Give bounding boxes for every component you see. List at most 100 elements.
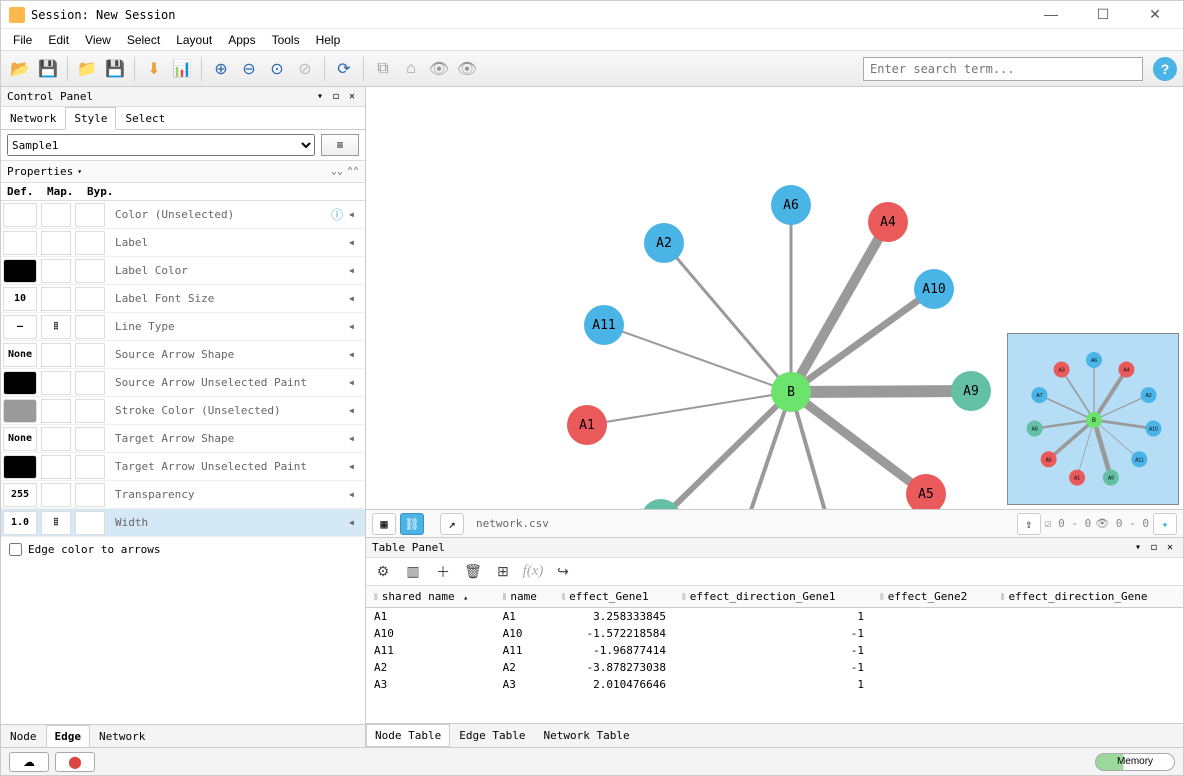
table-close-icon[interactable]: ✕ — [1163, 541, 1177, 555]
detach-icon[interactable]: ↗ — [440, 513, 464, 535]
property-row[interactable]: Label Color◀ — [1, 257, 365, 285]
svg-text:A11: A11 — [592, 318, 615, 333]
property-row[interactable]: 255Transparency◀ — [1, 481, 365, 509]
property-row[interactable]: NoneSource Arrow Shape◀ — [1, 341, 365, 369]
svg-text:A6: A6 — [783, 198, 799, 213]
table-row[interactable]: A11A11-1.96877414-1 — [366, 642, 1183, 659]
subtab-node[interactable]: Node — [1, 725, 46, 747]
tab-select[interactable]: Select — [116, 107, 174, 130]
table-float-icon[interactable]: ◻ — [1147, 541, 1161, 555]
svg-text:A10: A10 — [922, 282, 945, 297]
grid-view-icon[interactable]: ▦ — [372, 513, 396, 535]
table-tab[interactable]: Network Table — [534, 724, 638, 747]
collapse-all-icon[interactable]: ⌃⌃ — [347, 166, 359, 177]
table-header[interactable]: ⫴effect_direction_Gene — [993, 586, 1183, 608]
table-tabs: Node TableEdge TableNetwork Table — [366, 723, 1183, 747]
tab-style[interactable]: Style — [65, 107, 116, 130]
zoom-fit-icon[interactable]: ⊙ — [264, 56, 290, 82]
menu-tools[interactable]: Tools — [264, 31, 308, 49]
svg-text:A10: A10 — [1149, 427, 1158, 433]
maximize-button[interactable]: ☐ — [1083, 6, 1123, 23]
close-button[interactable]: ✕ — [1135, 6, 1175, 23]
menu-select[interactable]: Select — [119, 31, 168, 49]
help-button[interactable]: ? — [1153, 57, 1177, 81]
settings-icon[interactable]: ⚙ — [372, 561, 394, 583]
svg-text:B: B — [1092, 418, 1096, 424]
toggle-icon[interactable]: ⊞ — [492, 561, 514, 583]
style-menu-button[interactable]: ≡ — [321, 134, 359, 156]
import-table-icon[interactable]: ⬇ — [141, 56, 167, 82]
menu-apps[interactable]: Apps — [220, 31, 263, 49]
table-header[interactable]: ⫴name — [495, 586, 554, 608]
property-row[interactable]: 10Label Font Size◀ — [1, 285, 365, 313]
menu-view[interactable]: View — [77, 31, 119, 49]
property-row[interactable]: —⦙⦙Line Type◀ — [1, 313, 365, 341]
control-panel: Control Panel ▾ ◻ ✕ NetworkStyleSelect S… — [1, 87, 366, 747]
add-icon[interactable]: ＋ — [432, 561, 454, 583]
always-show-icon[interactable]: ✦ — [1153, 513, 1177, 535]
style-selector[interactable]: Sample1 — [7, 134, 315, 156]
table-header[interactable]: ⫴effect_direction_Gene1 — [674, 586, 872, 608]
export-image-icon[interactable]: ⇪ — [1017, 513, 1041, 535]
cloud-button[interactable]: ☁ — [9, 752, 49, 772]
hide-icon[interactable]: 👁 — [426, 56, 452, 82]
property-row[interactable]: Label◀ — [1, 229, 365, 257]
col-def: Def. — [7, 185, 47, 198]
menu-layout[interactable]: Layout — [168, 31, 220, 49]
open-session-icon[interactable]: 📂 — [7, 56, 33, 82]
table-dropdown-icon[interactable]: ▾ — [1131, 541, 1145, 555]
memory-indicator[interactable]: Memory — [1095, 753, 1175, 771]
float-icon[interactable]: ◻ — [329, 90, 343, 104]
table-tab[interactable]: Edge Table — [450, 724, 534, 747]
data-table[interactable]: ⫴shared name ▴⫴name⫴effect_Gene1⫴effect_… — [366, 586, 1183, 693]
property-row[interactable]: Stroke Color (Unselected)◀ — [1, 397, 365, 425]
svg-text:A7: A7 — [1036, 393, 1042, 399]
first-neighbors-icon[interactable]: ⧉ — [370, 56, 396, 82]
search-input[interactable] — [863, 57, 1143, 81]
home-icon[interactable]: ⌂ — [398, 56, 424, 82]
table-header[interactable]: ⫴effect_Gene1 — [553, 586, 674, 608]
table-row[interactable]: A3A32.0104766461 — [366, 676, 1183, 693]
network-minimap[interactable]: A6A4A2A10A11A9A1A5A8A7A3B — [1007, 333, 1179, 505]
link-icon[interactable]: ⛓ — [400, 513, 424, 535]
save-network-icon[interactable]: 💾 — [102, 56, 128, 82]
status-bar: ☁ ⬤ Memory — [1, 747, 1183, 775]
delete-icon[interactable]: 🗑 — [462, 561, 484, 583]
show-all-icon[interactable]: 👁 — [454, 56, 480, 82]
zoom-out-icon[interactable]: ⊖ — [236, 56, 262, 82]
menu-help[interactable]: Help — [308, 31, 349, 49]
subtab-network[interactable]: Network — [90, 725, 154, 747]
tab-network[interactable]: Network — [1, 107, 65, 130]
property-row[interactable]: Target Arrow Unselected Paint◀ — [1, 453, 365, 481]
property-row[interactable]: Color (Unselected)ⓘ◀ — [1, 201, 365, 229]
columns-icon[interactable]: ▥ — [402, 561, 424, 583]
subtab-edge[interactable]: Edge — [46, 725, 91, 747]
import-network-icon[interactable]: 📁 — [74, 56, 100, 82]
expand-all-icon[interactable]: ⌄⌄ — [331, 166, 343, 177]
table-header[interactable]: ⫴effect_Gene2 — [872, 586, 993, 608]
menu-file[interactable]: File — [5, 31, 40, 49]
zoom-in-icon[interactable]: ⊕ — [208, 56, 234, 82]
export-table-icon[interactable]: 📊 — [169, 56, 195, 82]
menu-edit[interactable]: Edit — [40, 31, 77, 49]
zoom-selected-icon[interactable]: ⊘ — [292, 56, 318, 82]
table-header[interactable]: ⫴shared name ▴ — [366, 586, 495, 608]
close-panel-icon[interactable]: ✕ — [345, 90, 359, 104]
table-row[interactable]: A10A10-1.572218584-1 — [366, 625, 1183, 642]
export-table-icon[interactable]: ↪ — [552, 561, 574, 583]
table-row[interactable]: A2A2-3.878273038-1 — [366, 659, 1183, 676]
table-row[interactable]: A1A13.2583338451 — [366, 608, 1183, 626]
stop-button[interactable]: ⬤ — [55, 752, 95, 772]
dropdown-icon[interactable]: ▾ — [313, 90, 327, 104]
property-row[interactable]: Source Arrow Unselected Paint◀ — [1, 369, 365, 397]
property-row[interactable]: 1.0⦙⦙Width◀ — [1, 509, 365, 537]
minimize-button[interactable]: — — [1031, 6, 1071, 23]
save-session-icon[interactable]: 💾 — [35, 56, 61, 82]
table-tab[interactable]: Node Table — [366, 724, 450, 747]
network-view[interactable]: A6A4A2A10A11A9A1A5A8A7A3B A6A4A2A10A11A9… — [366, 87, 1183, 509]
properties-label[interactable]: Properties — [7, 165, 73, 178]
reload-icon[interactable]: ⟳ — [331, 56, 357, 82]
function-icon[interactable]: f(x) — [522, 561, 544, 583]
edge-color-to-arrows-checkbox[interactable] — [9, 543, 22, 556]
property-row[interactable]: NoneTarget Arrow Shape◀ — [1, 425, 365, 453]
